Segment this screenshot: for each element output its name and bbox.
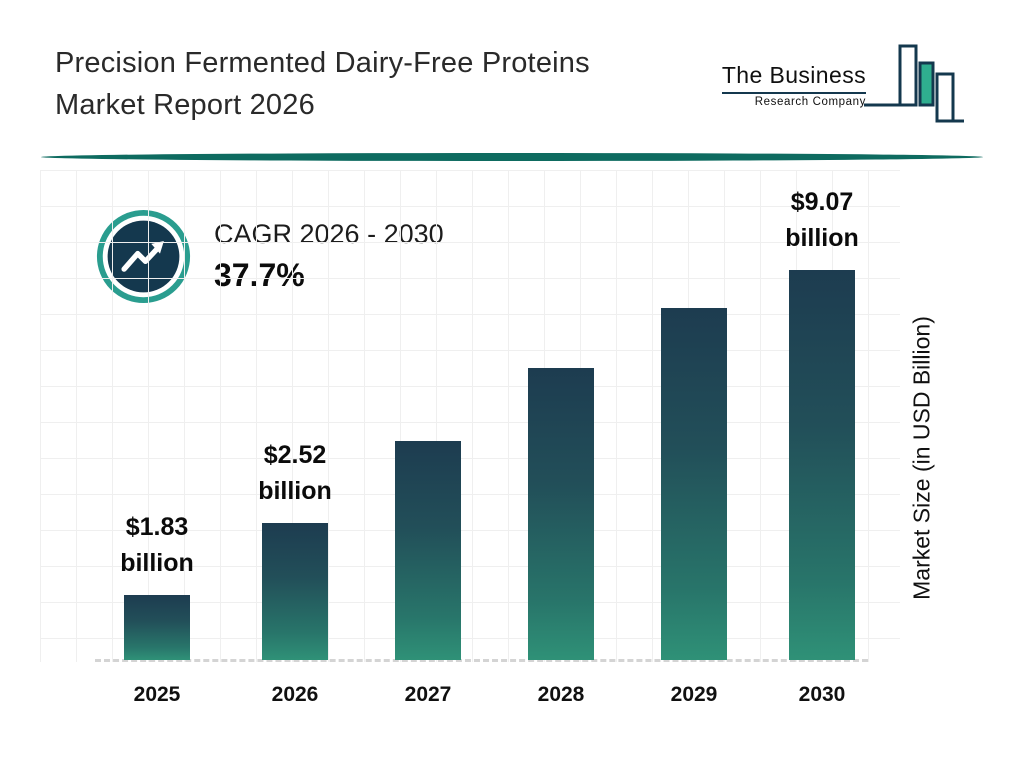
logo-name: The Business (721, 62, 866, 94)
bar-column (358, 441, 498, 660)
page-title: Precision Fermented Dairy-Free Proteins … (55, 42, 590, 126)
divider-line (41, 153, 983, 161)
bar-value-label: $9.07 billion (785, 187, 859, 252)
x-tick-label: 2027 (404, 683, 452, 706)
bar-column (624, 308, 764, 660)
bar-column (491, 368, 631, 660)
bar-2030 (789, 270, 855, 660)
x-tick-label: 2028 (537, 683, 585, 706)
bar-column: $1.83 billion (87, 509, 227, 660)
title-line-1: Precision Fermented Dairy-Free Proteins (55, 47, 590, 79)
bar-chart: $1.83 billion $2.52 billion $9.07 billion 202… (0, 170, 1024, 706)
bar-2027 (395, 441, 461, 660)
company-logo: The Business Research Company (721, 42, 966, 128)
title-line-2: Market Report 2026 (55, 89, 315, 122)
chart-baseline (95, 659, 868, 662)
bar-value-label: $1.83 billion (120, 512, 194, 577)
logo-subname: Research Company (754, 96, 866, 108)
bar-2028 (528, 368, 594, 660)
bar-2029 (661, 308, 727, 660)
chart-gridlines (40, 170, 900, 662)
y-axis-label: Market Size (in USD Billion) (908, 316, 935, 600)
bar-value-label: $2.52 billion (258, 440, 332, 505)
x-tick-label: 2030 (798, 683, 846, 706)
bar-2025 (124, 595, 190, 660)
bar-2026 (262, 523, 328, 660)
bar-column: $2.52 billion (225, 437, 365, 660)
x-tick-label: 2026 (271, 683, 319, 706)
bar-column: $9.07 billion (752, 184, 892, 660)
x-tick-label: 2029 (670, 683, 718, 706)
x-tick-label: 2025 (133, 683, 181, 706)
logo-text: The Business Research Company (721, 42, 866, 108)
bar-chart-logo-icon (864, 44, 964, 123)
